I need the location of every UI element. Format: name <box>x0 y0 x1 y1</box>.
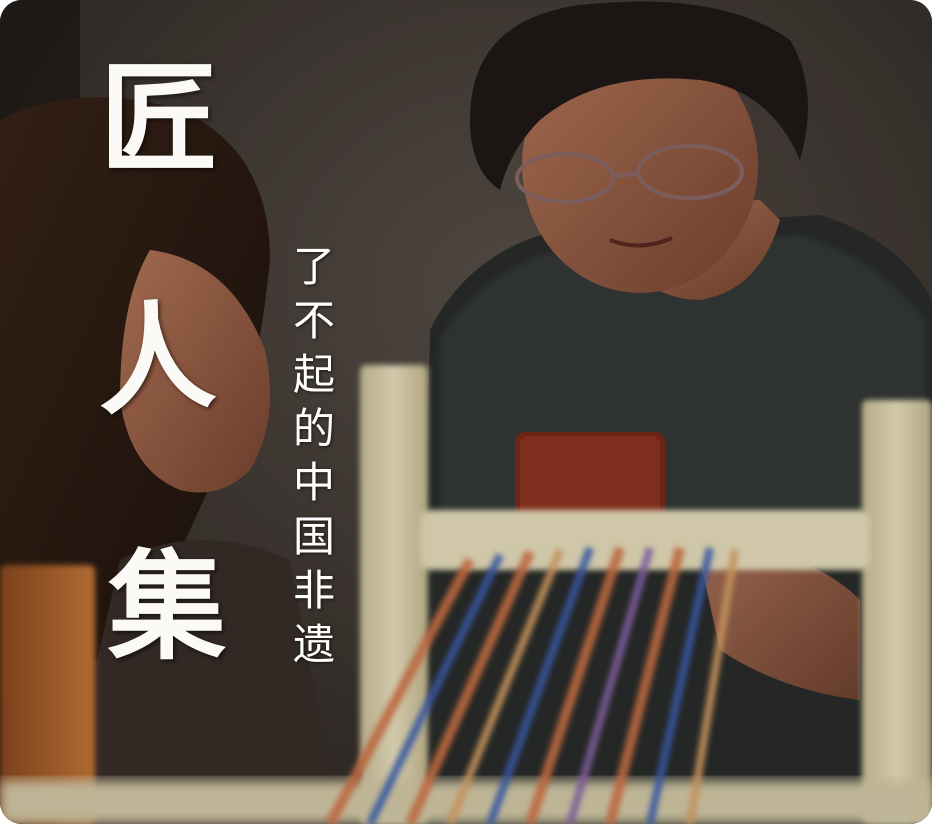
subtitle-vertical: 了 不 起 的 中 国 非 遗 <box>290 246 338 666</box>
subtitle-char: 的 <box>292 404 335 453</box>
subtitle-char: 中 <box>292 458 335 507</box>
subtitle-char: 了 <box>292 242 335 291</box>
subtitle-char: 不 <box>292 296 335 345</box>
title-char-1: 匠 <box>100 49 219 188</box>
subtitle-char: 国 <box>292 512 335 561</box>
subtitle-char: 非 <box>292 566 335 615</box>
subtitle-char: 遗 <box>292 620 335 669</box>
title-char-2: 人 <box>91 285 219 432</box>
subtitle-char: 起 <box>292 350 335 399</box>
title-char-3: 集 <box>108 537 227 676</box>
